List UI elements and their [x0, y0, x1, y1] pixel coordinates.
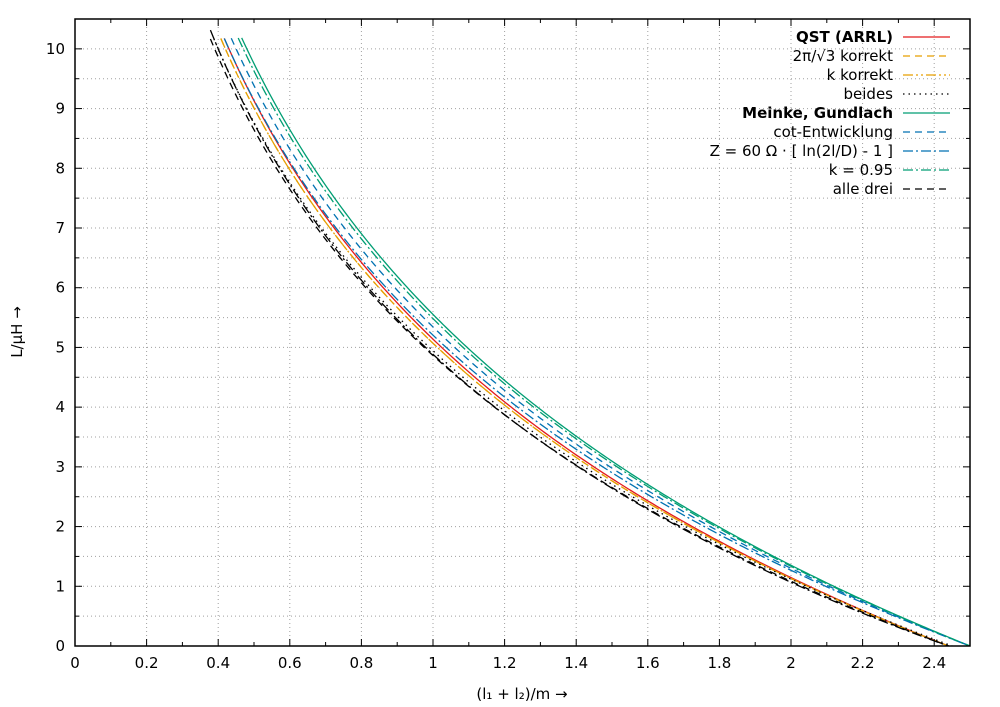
x-tick-label: 1.4: [564, 654, 588, 672]
x-tick-label: 2: [786, 654, 796, 672]
y-tick-label: 3: [55, 458, 65, 476]
x-tick-label: 0.6: [278, 654, 302, 672]
y-tick-label: 1: [55, 577, 65, 595]
curve-layer: [209, 29, 970, 646]
x-tick-label: 0.2: [135, 654, 159, 672]
grid-layer: [74, 18, 970, 647]
legend-label: cot-Entwicklung: [773, 123, 893, 141]
y-tick-label: 2: [55, 518, 65, 536]
x-tick-label: 1.8: [707, 654, 731, 672]
x-tick-label: 1.2: [493, 654, 517, 672]
series-line: [220, 38, 949, 646]
series-line: [237, 37, 970, 646]
y-tick-label: 9: [55, 100, 65, 118]
x-tick-label: 0.4: [206, 654, 230, 672]
legend-label: alle drei: [833, 180, 893, 198]
series-line: [223, 38, 970, 646]
series-line: [213, 38, 953, 646]
x-tick-label: 2.4: [922, 654, 946, 672]
legend-label: beides: [844, 85, 894, 103]
series-line: [241, 37, 970, 646]
legend-label: 2π/√3 korrekt: [793, 47, 893, 65]
tick-layer: 0 0.2 0.4 0.6 0.8 1 1.2 1.4 1.6 1.8 2 2.2 2.4 0 1 2 3 4 5 6…: [46, 18, 970, 672]
legend-label: Meinke, Gundlach: [742, 104, 893, 122]
x-tick-label: 1: [428, 654, 438, 672]
legend-label: Z = 60 Ω · [ ln(2l/D) - 1 ]: [710, 142, 893, 160]
series-line: [230, 37, 970, 646]
plot-frame: [74, 18, 971, 647]
y-tick-label: 4: [55, 398, 65, 416]
y-tick-label: 8: [55, 159, 65, 177]
series-line: [209, 38, 949, 646]
legend-label: k korrekt: [827, 66, 893, 84]
y-tick-label: 0: [55, 637, 65, 655]
x-tick-label: 0.8: [349, 654, 373, 672]
y-tick-label: 7: [55, 219, 65, 237]
y-tick-label: 10: [46, 40, 65, 58]
y-axis-label: L/µH →: [8, 306, 26, 358]
series-line: [220, 38, 949, 646]
y-tick-label: 6: [55, 279, 65, 297]
x-tick-label: 0: [70, 654, 80, 672]
x-tick-label: 1.6: [636, 654, 660, 672]
legend-label: QST (ARRL): [796, 28, 893, 46]
series-line: [209, 29, 949, 646]
y-tick-label: 5: [55, 338, 65, 356]
legend-label: k = 0.95: [829, 161, 893, 179]
x-axis-label: (l₁ + l₂)/m →: [476, 685, 567, 703]
x-tick-label: 2.2: [851, 654, 875, 672]
